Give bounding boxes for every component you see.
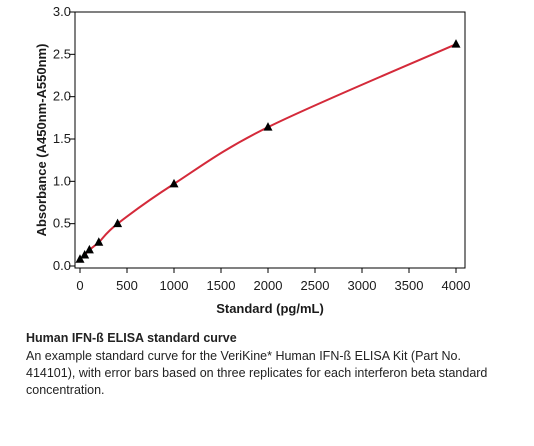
standard-curve-chart: 0 500 1000 1500 2000 2500 3000 3500 4000 0.0 0.5 1… [34,4,470,316]
x-tick-label: 1500 [207,278,236,293]
data-point-marker [84,244,94,254]
x-tick-label: 3500 [395,278,424,293]
data-point-marker [169,178,179,188]
y-tick-label: 3.0 [53,4,71,19]
data-point-marker [75,254,85,263]
y-axis: 0.0 0.5 1.0 1.5 2.0 2.5 3.0 [53,4,75,273]
x-tick-label: 3000 [348,278,377,293]
y-tick-label: 2.5 [53,46,71,61]
x-tick-label: 4000 [442,278,471,293]
y-axis-title: Absorbance (A450nm-A550nm) [34,44,49,237]
x-tick-label: 500 [116,278,138,293]
x-tick-label: 2500 [301,278,330,293]
figure-caption: Human IFN-ß ELISA standard curve An exam… [26,330,496,399]
data-point-marker [451,39,461,48]
data-point-marker [80,249,90,259]
x-axis: 0 500 1000 1500 2000 2500 3000 3500 4000 [76,268,470,293]
data-point-marker [113,218,123,228]
caption-text: An example standard curve for the VeriKi… [26,349,488,397]
y-tick-label: 0.5 [53,216,71,231]
y-tick-label: 1.5 [53,131,71,146]
x-axis-title: Standard (pg/mL) [216,301,324,316]
plot-frame [74,11,466,269]
y-tick-label: 2.0 [53,89,71,104]
y-tick-label: 0.0 [53,258,71,273]
x-tick-label: 2000 [254,278,283,293]
x-tick-label: 0 [76,278,83,293]
y-tick-label: 1.0 [53,173,71,188]
caption-title: Human IFN-ß ELISA standard curve [26,331,237,345]
data-point-marker [263,122,273,131]
fit-curve [79,43,457,260]
x-tick-label: 1000 [160,278,189,293]
data-points [75,39,461,263]
data-point-marker [94,237,104,246]
